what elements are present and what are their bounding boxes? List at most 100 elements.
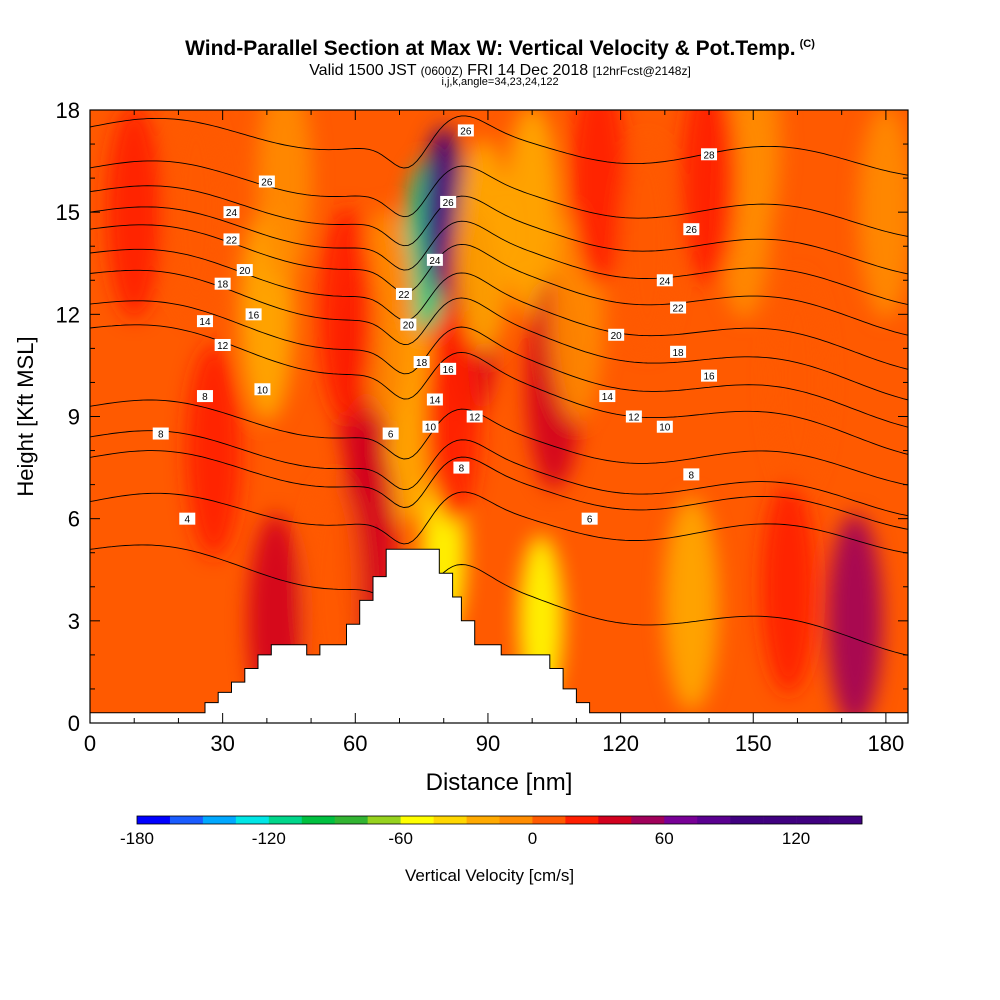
- colorbar-bin: [301, 816, 336, 824]
- contour-label-2: 6: [581, 512, 598, 526]
- y-tick-label: 0: [68, 711, 80, 736]
- contour-label-text: 6: [388, 430, 394, 441]
- theta-contour-18: [90, 248, 908, 370]
- y-tick-label: 15: [56, 200, 80, 225]
- w-feature-25: [106, 110, 162, 320]
- contour-label-text: 8: [158, 430, 164, 441]
- contour-label-text: 28: [703, 150, 715, 161]
- contour-label-text: 18: [217, 280, 229, 291]
- colorbar-label: Vertical Velocity [cm/s]: [405, 866, 574, 885]
- contour-label-text: 8: [202, 392, 208, 403]
- contour-label-text: 26: [261, 178, 273, 189]
- contour-label-8: 10: [422, 420, 439, 434]
- w-feature-31: [769, 275, 825, 490]
- contour-label-bg: [413, 356, 430, 369]
- contour-label-bg: [581, 512, 598, 525]
- w-feature-16: [663, 496, 719, 711]
- contour-label-bg: [426, 253, 443, 266]
- colorbar-bin: [730, 816, 764, 824]
- contour-label-31: 26: [258, 175, 275, 189]
- contour-label-bg: [453, 461, 470, 474]
- contour-label-21: 18: [670, 345, 687, 359]
- contour-label-bg: [196, 390, 213, 403]
- contour-label-text: 24: [659, 276, 671, 287]
- contour-label-32: 26: [440, 195, 457, 209]
- contour-label-bg: [400, 318, 417, 331]
- colorbar-tick-label: 0: [528, 829, 537, 848]
- colorbar-tick-label: 120: [782, 829, 810, 848]
- contour-label-text: 16: [248, 310, 260, 321]
- contour-label-9: 10: [656, 420, 673, 434]
- contour-label-15: 14: [599, 390, 616, 403]
- contour-label-text: 14: [429, 395, 441, 406]
- contour-label-30: 24: [656, 274, 673, 287]
- contour-label-text: 4: [184, 515, 190, 526]
- contour-label-bg: [254, 383, 271, 396]
- x-tick-label: 30: [210, 731, 234, 756]
- colorbar-bin: [137, 816, 171, 824]
- contour-label-text: 12: [469, 413, 481, 424]
- contour-label-22: 20: [236, 264, 253, 277]
- contour-label-bg: [701, 369, 718, 382]
- contour-label-12: 12: [625, 410, 642, 424]
- colorbar-tick-label: -180: [120, 829, 154, 848]
- contour-label-text: 22: [673, 304, 685, 315]
- contour-label-13: 14: [196, 315, 213, 328]
- colorbar-bin: [532, 816, 566, 824]
- contour-label-7: 10: [254, 383, 271, 396]
- colorbar-bin: [565, 816, 599, 824]
- contour-label-25: 22: [223, 233, 240, 246]
- contour-label-text: 10: [257, 385, 269, 396]
- colorbar-bin: [400, 816, 434, 824]
- contour-label-4: 8: [453, 461, 470, 475]
- contour-label-bg: [236, 264, 253, 277]
- contour-label-text: 16: [703, 372, 715, 383]
- contour-label-bg: [179, 512, 196, 525]
- w-feature-8: [456, 139, 512, 354]
- theta-contour-14: [90, 300, 908, 428]
- contour-label-11: 12: [466, 410, 483, 424]
- chart-subtitle: Valid 1500 JST (0600Z) FRI 14 Dec 2018 […: [0, 62, 1000, 80]
- contour-label-34: 26: [457, 124, 474, 137]
- contour-label-28: 24: [223, 206, 240, 219]
- contour-label-text: 20: [239, 266, 251, 277]
- colorbar-bin: [664, 816, 698, 824]
- colorbar-frame: [136, 815, 863, 825]
- theta-contour-24: [90, 185, 908, 275]
- copyright-mark: (C): [799, 38, 815, 50]
- contour-label-bg: [683, 468, 700, 481]
- contour-label-bg: [152, 427, 169, 440]
- colorbar-bin: [367, 816, 401, 824]
- contour-labels: 4 6 6 8 8 8 8 10 10 10 12 12 12 14 14 14 16 16 16 18 18 18 20 2…: [152, 124, 718, 526]
- w-feature-27: [570, 110, 626, 285]
- w-feature-17: [858, 110, 908, 320]
- colorbar-bin: [169, 816, 204, 824]
- colorbar-bin: [697, 816, 731, 824]
- contour-label-1: 6: [382, 427, 399, 441]
- x-tick-label: 90: [476, 731, 500, 756]
- contour-label-bg: [670, 345, 687, 358]
- contour-label-bg: [466, 410, 483, 423]
- colorbar-tick-label: 60: [655, 829, 674, 848]
- contour-label-33: 26: [683, 223, 700, 236]
- w-feature-24: [761, 479, 817, 694]
- contour-label-3: 8: [152, 427, 169, 441]
- w-feature-29: [168, 110, 224, 320]
- w-feature-12: [358, 207, 414, 422]
- contour-label-bg: [196, 315, 213, 328]
- contour-label-text: 12: [217, 341, 229, 352]
- contour-label-14: 14: [426, 393, 443, 406]
- contour-label-text: 16: [443, 365, 455, 376]
- y-tick-label: 9: [68, 405, 80, 430]
- contour-label-19: 18: [214, 277, 231, 291]
- contour-label-6: 8: [196, 390, 213, 403]
- colorbar-bin: [235, 816, 270, 824]
- contour-label-bg: [440, 195, 457, 208]
- y-tick-label: 6: [68, 507, 80, 532]
- contour-label-bg: [608, 328, 625, 341]
- contour-label-text: 18: [416, 358, 428, 369]
- contour-label-bg: [258, 175, 275, 188]
- colorbar-bin: [202, 816, 237, 824]
- w-feature-19: [725, 110, 781, 251]
- contour-label-29: 24: [426, 253, 443, 267]
